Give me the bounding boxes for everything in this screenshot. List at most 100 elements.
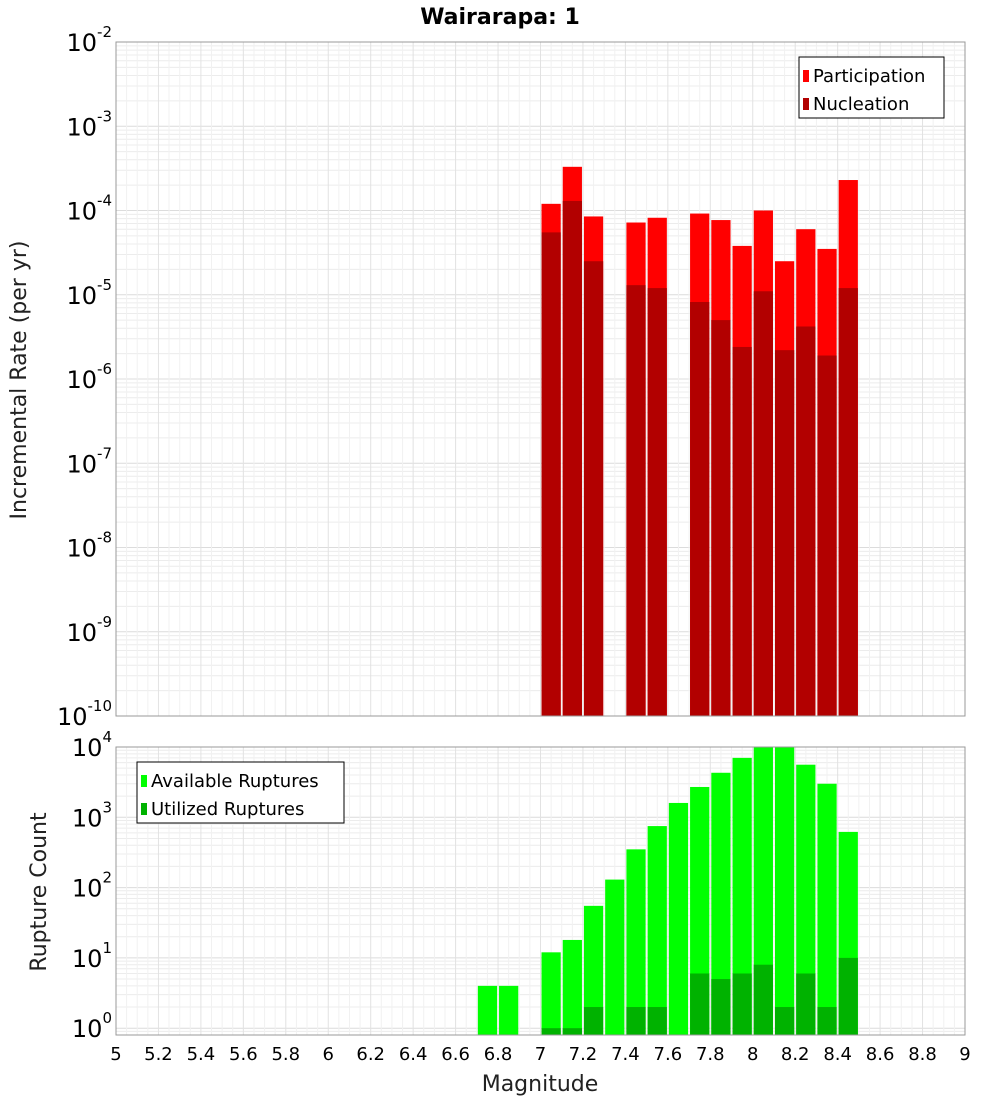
top-y-tick-label: 10-7 <box>66 444 112 478</box>
x-tick-label: 7 <box>535 1044 546 1065</box>
bottom-y-tick-label: 104 <box>72 728 112 762</box>
bottom-bar-available-ruptures <box>817 783 837 1035</box>
bottom-y-tick-label: 102 <box>72 869 112 903</box>
bottom-legend-swatch <box>141 803 147 815</box>
bottom-legend-swatch <box>141 775 147 787</box>
top-y-tick-label: 10-10 <box>57 697 112 731</box>
bottom-legend-box <box>136 761 345 824</box>
top-y-tick-label: 10-4 <box>66 192 112 226</box>
bottom-bar-available-ruptures <box>690 786 710 1035</box>
rupture-count-panel: 100 101 102 103 104 Available Ruptures Utilize… <box>72 728 971 1065</box>
bottom-bar-available-ruptures <box>732 757 752 1035</box>
bottom-bar-available-ruptures <box>711 772 731 1035</box>
bottom-bar-available-ruptures <box>647 826 667 1035</box>
bottom-legend-label: Available Ruptures <box>151 771 319 792</box>
top-bar-nucleation <box>562 200 582 716</box>
top-bar-nucleation <box>732 346 752 716</box>
top-bar-nucleation <box>583 261 604 716</box>
bottom-bar-utilized-ruptures <box>838 957 858 1035</box>
top-y-axis-label: Incremental Rate (per yr) <box>7 241 32 520</box>
top-bar-nucleation <box>541 232 561 716</box>
bottom-bar-available-ruptures <box>499 985 519 1035</box>
x-tick-label: 8.6 <box>866 1044 895 1065</box>
top-bar-nucleation <box>796 326 816 716</box>
chart-title: Wairarapa: 1 <box>420 5 580 30</box>
x-tick-label: 6.8 <box>484 1044 513 1065</box>
bottom-bar-available-ruptures <box>583 905 604 1035</box>
bottom-bar-utilized-ruptures <box>690 973 710 1035</box>
bottom-bar-available-ruptures <box>753 747 773 1035</box>
x-tick-label: 6.2 <box>356 1044 385 1065</box>
bottom-bar-utilized-ruptures <box>796 973 816 1035</box>
top-legend: Participation Nucleation <box>798 56 945 119</box>
bottom-bar-utilized-ruptures <box>583 1007 604 1035</box>
top-legend-label: Nucleation <box>813 94 909 115</box>
top-bar-nucleation <box>626 285 646 716</box>
x-tick-label: 7.6 <box>654 1044 683 1065</box>
bottom-bar-available-ruptures <box>605 879 625 1035</box>
top-y-tick-label: 10-9 <box>66 613 112 647</box>
x-tick-label: 6 <box>323 1044 334 1065</box>
bottom-legend: Available Ruptures Utilized Ruptures <box>136 761 345 824</box>
bottom-y-axis-label: Rupture Count <box>27 812 52 972</box>
top-legend-label: Participation <box>813 66 925 87</box>
bottom-plot-frame <box>115 746 966 1036</box>
top-y-tick-label: 10-5 <box>66 276 112 310</box>
top-y-tick-label: 10-6 <box>66 360 112 394</box>
bottom-bar-available-ruptures <box>562 939 582 1035</box>
top-y-tick-labels: 10-10 10-9 10-8 10-7 10-6 10-5 10-4 10-3 10-2 <box>57 23 112 731</box>
x-tick-label: 5.8 <box>271 1044 300 1065</box>
top-bar-nucleation <box>690 302 710 716</box>
top-grid <box>115 42 966 717</box>
x-tick-label: 7.4 <box>611 1044 640 1065</box>
bottom-bar-utilized-ruptures <box>647 1007 667 1035</box>
x-tick-labels: 5 5.2 5.4 5.6 5.8 6 6.2 6.4 6.6 6.8 7 7.2 7.4 7.6 7.8 8… <box>110 1044 970 1065</box>
x-axis-label: Magnitude <box>482 1072 599 1097</box>
top-y-tick-label: 10-2 <box>66 23 112 57</box>
x-tick-label: 9 <box>959 1044 970 1065</box>
top-bar-nucleation <box>711 320 731 716</box>
x-tick-label: 8.4 <box>823 1044 852 1065</box>
x-tick-label: 8.2 <box>781 1044 810 1065</box>
bottom-y-tick-label: 100 <box>72 1009 112 1043</box>
x-tick-label: 5.4 <box>187 1044 216 1065</box>
bottom-bar-utilized-ruptures <box>732 973 752 1035</box>
bottom-y-tick-labels: 100 101 102 103 104 <box>72 728 112 1043</box>
top-y-tick-label: 10-8 <box>66 529 112 563</box>
top-plot-frame <box>115 41 966 717</box>
bottom-bar-utilized-ruptures <box>753 964 773 1035</box>
x-tick-label: 6.6 <box>441 1044 470 1065</box>
x-tick-label: 7.2 <box>569 1044 598 1065</box>
bottom-y-tick-label: 103 <box>72 798 112 832</box>
bottom-series-1 <box>541 957 858 1035</box>
x-tick-label: 8.8 <box>908 1044 937 1065</box>
bottom-bar-utilized-ruptures <box>774 1007 795 1035</box>
bottom-bar-utilized-ruptures <box>541 1028 561 1035</box>
bottom-bar-available-ruptures <box>477 985 498 1035</box>
top-bar-nucleation <box>817 355 837 716</box>
bottom-bar-available-ruptures <box>541 952 561 1035</box>
top-series-1 <box>541 200 858 716</box>
bottom-bar-available-ruptures <box>774 747 795 1035</box>
x-tick-label: 8 <box>747 1044 758 1065</box>
top-legend-box <box>798 56 945 119</box>
bottom-y-tick-label: 101 <box>72 939 112 973</box>
top-legend-swatch <box>803 70 809 82</box>
x-tick-label: 5.2 <box>144 1044 173 1065</box>
incremental-rate-panel: 10-10 10-9 10-8 10-7 10-6 10-5 10-4 10-3 10-2 Par… <box>57 23 966 731</box>
bottom-bar-available-ruptures <box>626 849 646 1035</box>
bottom-bar-utilized-ruptures <box>626 1007 646 1035</box>
top-bar-nucleation <box>838 288 858 716</box>
x-tick-label: 7.8 <box>696 1044 725 1065</box>
bottom-bar-utilized-ruptures <box>562 1028 582 1035</box>
top-y-tick-label: 10-3 <box>66 107 112 141</box>
x-tick-label: 5.6 <box>229 1044 258 1065</box>
top-bar-nucleation <box>774 350 795 716</box>
bottom-bar-available-ruptures <box>668 802 689 1035</box>
bottom-bar-utilized-ruptures <box>817 1007 837 1035</box>
bottom-bar-utilized-ruptures <box>711 979 731 1035</box>
top-legend-swatch <box>803 98 809 110</box>
bottom-bar-available-ruptures <box>796 764 816 1035</box>
top-bar-nucleation <box>647 288 667 716</box>
